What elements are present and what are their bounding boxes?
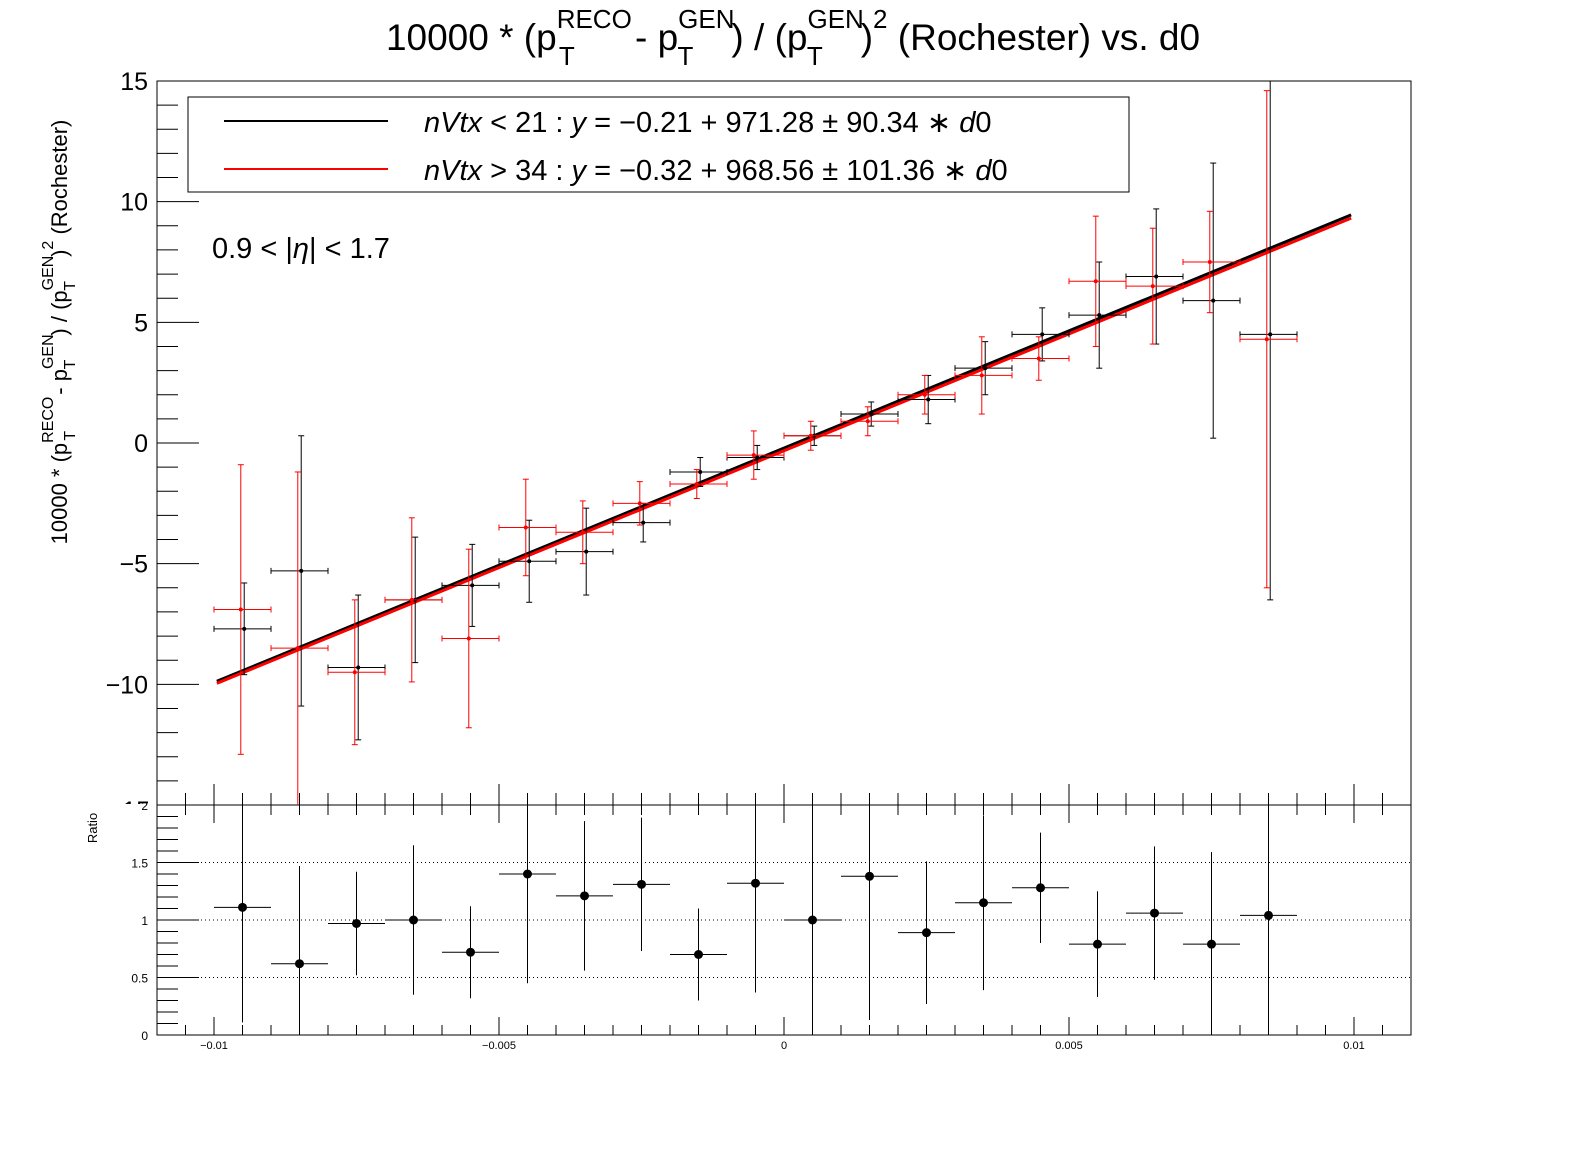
data-point [869, 412, 874, 417]
data-point [641, 520, 646, 525]
data-point [1154, 274, 1159, 279]
data-point [983, 366, 988, 371]
ratio-point [1093, 939, 1102, 949]
data-point [466, 636, 471, 641]
fit-line [216, 213, 1352, 683]
eta-range-annotation: 0.9 < |η| < 1.7 [212, 233, 390, 265]
data-point [1264, 337, 1269, 342]
data-point [694, 482, 699, 487]
ratio-point [637, 879, 646, 889]
data-point [1207, 260, 1212, 264]
ratio-point [580, 891, 589, 901]
y-axis-label: 10000 * (pRECO T - pGEN T) / (pGEN T)2 (Roc… [40, 120, 79, 545]
data-point [1097, 313, 1102, 318]
fit-line [216, 216, 1352, 685]
data-point [922, 392, 927, 397]
ratio-y-tick-label: 1 [141, 914, 148, 928]
ratio-y-tick-label: 0.5 [131, 972, 148, 986]
ratio-point [751, 878, 760, 888]
ratio-point [979, 898, 988, 908]
data-point [523, 525, 528, 530]
main-y-tick-label: −5 [119, 551, 148, 579]
ratio-point [694, 950, 703, 959]
ratio-y-tick-label: 1.5 [131, 857, 148, 871]
data-point [979, 373, 984, 378]
cut-tick-label-clip: 15 [122, 797, 150, 825]
chart-title: 10000 * (pRECO T - pGEN T) / (pGEN T)2 (Roc… [386, 4, 1200, 71]
data-point [527, 559, 532, 564]
data-point [356, 665, 361, 670]
ratio-y-tick-label: 2 [141, 799, 148, 813]
ratio-x-tick-label: 0 [781, 1040, 787, 1052]
data-point [755, 455, 760, 460]
main-y-tick-label: 15 [120, 68, 148, 96]
main-y-tick-label: 0 [134, 430, 148, 458]
data-point [698, 469, 703, 474]
ratio-x-tick-label: 0.005 [1055, 1040, 1083, 1052]
data-point [1150, 284, 1155, 289]
ratio-point [352, 918, 361, 928]
ratio-x-tick-label: 0.01 [1343, 1040, 1364, 1052]
ratio-point [922, 928, 931, 938]
ratio-point [1264, 910, 1273, 920]
legend-entry-nvtx-lt-21: nVtx < 21 : y = −0.21 + 971.28 ± 90.34 ∗… [424, 107, 992, 139]
ratio-point [409, 915, 418, 925]
cut-tick-label: 15 [122, 797, 150, 825]
data-point [584, 549, 589, 554]
ratio-point [1207, 939, 1216, 949]
data-point [352, 670, 357, 675]
data-point [238, 607, 243, 612]
ratio-point [238, 902, 247, 912]
data-point [295, 646, 300, 651]
data-point [1268, 332, 1273, 337]
ratio-point [466, 947, 475, 957]
data-point [808, 433, 813, 438]
data-point [1211, 298, 1216, 303]
ratio-x-tick-label: −0.01 [200, 1040, 228, 1052]
ratio-point [1150, 908, 1159, 918]
data-point [926, 397, 931, 402]
main-y-tick-label: −10 [106, 671, 148, 699]
main-y-tick-label: 10 [120, 189, 148, 217]
data-point [637, 501, 642, 506]
legend-entry-nvtx-gt-34: nVtx > 34 : y = −0.32 + 968.56 ± 101.36 … [424, 155, 1008, 187]
data-point [242, 626, 247, 631]
ratio-point [295, 959, 304, 969]
data-point [1036, 356, 1041, 361]
data-point [409, 597, 414, 602]
data-point [865, 419, 870, 424]
data-point [470, 583, 475, 588]
ratio-point [523, 869, 532, 879]
ratio-point [1036, 883, 1045, 893]
data-point [1040, 332, 1045, 337]
ratio-y-tick-label: 0 [141, 1029, 148, 1043]
data-point [299, 568, 304, 573]
ratio-x-tick-label: −0.005 [482, 1040, 516, 1052]
data-point [1093, 279, 1098, 284]
data-point [580, 530, 585, 535]
legend: nVtx < 21 : y = −0.21 + 971.28 ± 90.34 ∗… [187, 96, 1130, 193]
data-point [751, 453, 756, 458]
ratio-point [865, 871, 874, 881]
ratio-y-axis-label: Ratio [85, 813, 100, 843]
ratio-point [808, 915, 817, 925]
main-y-tick-label: 5 [134, 309, 148, 337]
legend-box [187, 96, 1130, 193]
